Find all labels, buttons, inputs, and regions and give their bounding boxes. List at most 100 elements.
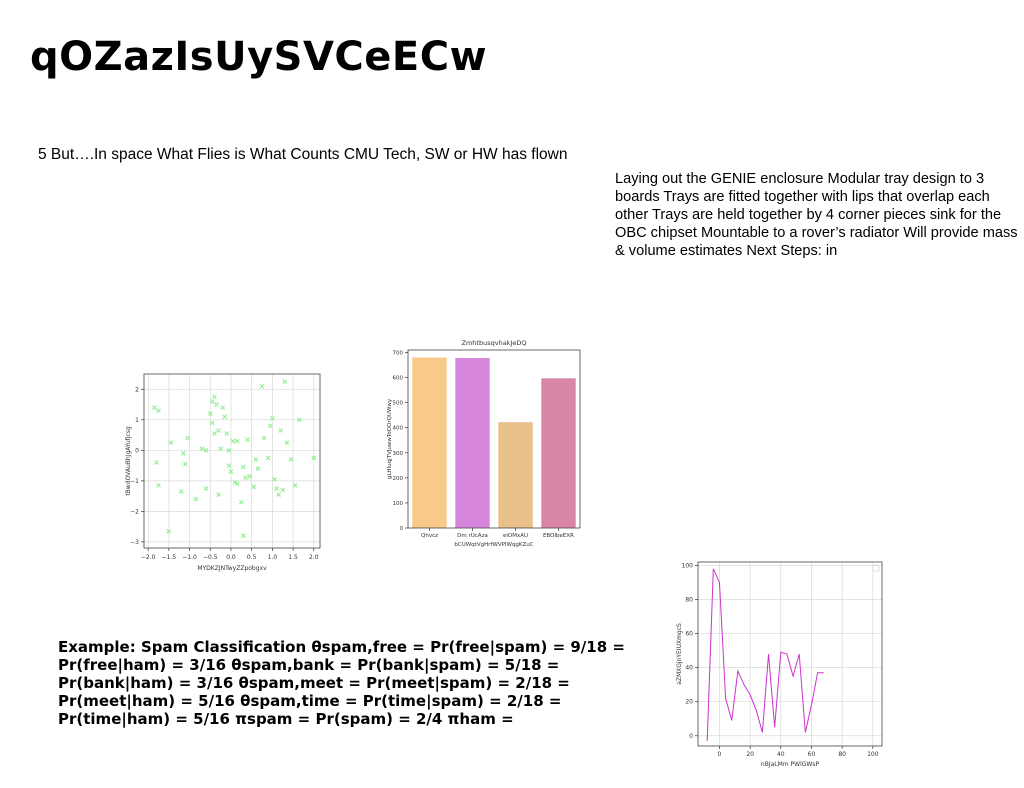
scatter-point (207, 411, 213, 417)
scatter-point (154, 460, 159, 465)
line-xtick-label: 20 (746, 751, 754, 758)
scatter-point (284, 440, 290, 446)
scatter-xtick-label: 0.5 (247, 554, 257, 561)
scatter-xtick-label: 1.5 (288, 554, 298, 561)
bar-xlabel: bCUWqtVgHrfWVPlWqgKZuC (454, 542, 533, 548)
scatter-point (166, 528, 172, 534)
scatter-point (178, 489, 184, 494)
bar-chart: ZmhtbusqvhakJeDQ 0 100 200 300 400 500 600 700 Qh… (382, 334, 594, 554)
scatter-point (216, 428, 221, 433)
scatter-point (199, 446, 205, 452)
scatter-point (212, 431, 217, 436)
scatter-point (253, 457, 259, 462)
bar-category-label: eiOMxAU (503, 533, 528, 539)
bar-ytick-label: 100 (393, 501, 404, 507)
line-xtick-label: 100 (867, 751, 879, 758)
scatter-point (156, 483, 161, 488)
line-ytick-label: 40 (685, 665, 693, 672)
line-xtick-label: 40 (777, 751, 785, 758)
scatter-point (288, 457, 294, 462)
scatter-point (296, 417, 302, 423)
scatter-xtick-label: 1.0 (268, 554, 278, 561)
scatter-point (168, 440, 174, 446)
scatter-point (267, 423, 273, 429)
scatter-point (245, 437, 250, 443)
line-xlabel: nBJaLMm PWlGWsP (761, 761, 820, 768)
scatter-xtick-label: 0.0 (226, 554, 236, 561)
scatter-point (226, 447, 232, 453)
bar-ytick-label: 500 (393, 401, 404, 407)
scatter-point (220, 405, 226, 410)
scatter-xtick-label: −2.0 (141, 554, 156, 561)
scatter-point (259, 383, 265, 389)
scatter-point (261, 435, 267, 441)
scatter-chart-svg: −2.0 −1.5 −1.0 −0.5 0.0 0.5 1.0 1.5 2.0 −3 −2 −1 0 1 2… (125, 373, 321, 572)
bar-ytick-label: 0 (400, 526, 404, 532)
scatter-point (234, 481, 240, 487)
line-ytick-label: 100 (682, 562, 694, 569)
scatter-ytick-label: 2 (135, 386, 139, 393)
scatter-point (251, 484, 257, 490)
line-ytick-label: 60 (685, 631, 693, 638)
line-ylabel: aZMXGjnYEIUXmgcS (676, 623, 683, 685)
scatter-point (282, 379, 288, 385)
scatter-point (218, 446, 224, 452)
bar-ytick-label: 200 (393, 476, 404, 482)
genie-enclosure-paragraph: Laying out the GENIE enclosure Modular t… (615, 171, 1018, 259)
bar-ylabel: gLHIuqjTVJuwwToOOrQUWwy (387, 398, 393, 479)
scatter-chart: −2.0 −1.5 −1.0 −0.5 0.0 0.5 1.0 1.5 2.0 −3 −2 −1 0 1 2… (118, 368, 328, 576)
scatter-point (203, 447, 209, 453)
scatter-point (240, 464, 246, 470)
bar-category-label: Qhvcz (421, 533, 438, 539)
scatter-xtick-label: 2.0 (309, 554, 319, 561)
spam-classification-example: Example: Spam Classification θspam,free … (58, 638, 625, 728)
scatter-point (255, 466, 261, 472)
scatter-xtick-label: −0.5 (203, 554, 218, 561)
scatter-ytick-label: −2 (130, 508, 139, 515)
scatter-point (269, 415, 275, 421)
bar (498, 422, 533, 528)
scatter-point (311, 455, 317, 461)
scatter-point (265, 455, 271, 461)
scatter-point (151, 405, 157, 410)
bar (412, 357, 447, 528)
scatter-point (156, 408, 161, 414)
line-ytick-label: 20 (685, 699, 693, 706)
scatter-point (224, 431, 230, 436)
scatter-xtick-label: −1.5 (162, 554, 177, 561)
scatter-ytick-label: −1 (130, 478, 139, 485)
scatter-point (240, 533, 246, 539)
bar-ytick-label: 400 (393, 426, 404, 432)
scatter-point (272, 476, 277, 482)
scatter-point (230, 438, 236, 444)
scatter-point (209, 399, 215, 404)
line-xtick-label: 0 (718, 751, 722, 758)
line-legend-box (872, 564, 880, 572)
scatter-ylabel: tBwdOVAuBhJgAYufjcsg (125, 426, 132, 496)
scatter-point (226, 463, 232, 468)
bar-category-label: EBOlbeEXR (543, 533, 574, 539)
bar-chart-title: ZmhtbusqvhakJeDQ (462, 339, 527, 347)
scatter-point (276, 492, 281, 497)
line-xtick-label: 80 (838, 751, 846, 758)
line-chart-svg: 0 20 40 60 80 100 0 20 40 60 80 100 nBJaLMm PWlGWsP a… (676, 561, 883, 768)
line-chart: 0 20 40 60 80 100 0 20 40 60 80 100 nBJaLMm PWlGWsP a… (672, 556, 892, 772)
bar (455, 358, 490, 528)
line-ytick-label: 80 (685, 596, 693, 603)
scatter-point (214, 402, 219, 407)
bar-plot-frame (407, 349, 581, 529)
line-plot-frame (697, 561, 883, 747)
slide-title: qOZazIsUySVCeECw (30, 34, 488, 80)
scatter-point (183, 461, 188, 467)
bar-category-label: Dm rUcAza (457, 533, 488, 539)
scatter-point (212, 394, 217, 400)
scatter-point (292, 483, 298, 488)
scatter-ytick-label: −3 (130, 539, 139, 546)
bar-ytick-label: 600 (393, 376, 404, 382)
bar (541, 378, 576, 528)
line-ytick-label: 0 (689, 733, 693, 740)
scatter-point (280, 487, 286, 493)
scatter-xlabel: MYDKZJNTwyZZpobgxv (197, 565, 267, 572)
bar-chart-svg: ZmhtbusqvhakJeDQ 0 100 200 300 400 500 600 700 Qh… (387, 339, 581, 548)
scatter-point (274, 486, 279, 491)
